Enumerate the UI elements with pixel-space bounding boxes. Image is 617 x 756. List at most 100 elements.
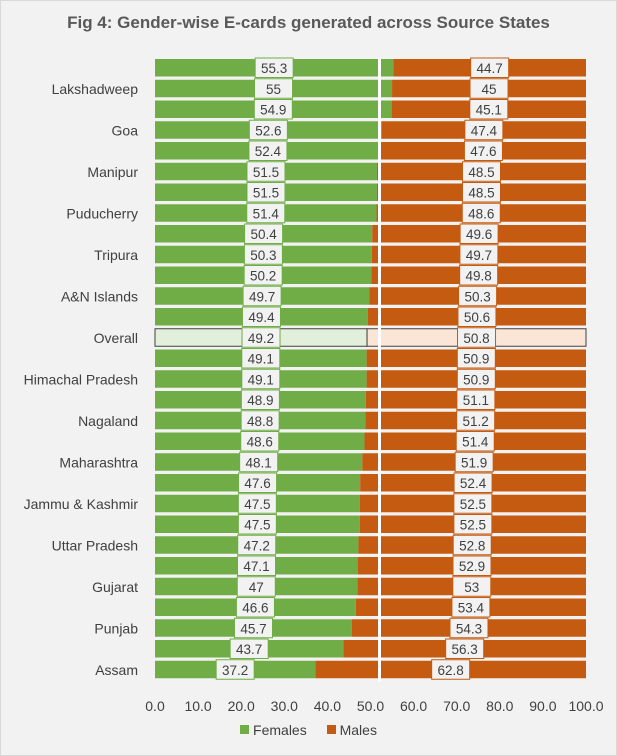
data-label-females: 51.5 (253, 165, 279, 180)
category-label: Tripura (94, 247, 138, 263)
data-label-females: 46.6 (242, 601, 268, 616)
data-label-box (445, 638, 485, 659)
x-tick-label: 40.0 (314, 698, 341, 714)
data-label-box (456, 389, 496, 410)
data-label-box (431, 659, 471, 680)
data-label-box (453, 514, 493, 535)
data-label-box (459, 265, 499, 286)
data-label-males: 49.8 (466, 269, 492, 284)
data-label-box (463, 140, 503, 161)
x-tick-label: 30.0 (271, 698, 298, 714)
data-label-males: 53.4 (458, 601, 485, 616)
data-label-males: 47.6 (470, 144, 496, 159)
data-label-box (453, 472, 493, 493)
data-label-females: 47.1 (243, 559, 269, 574)
data-label-females: 47.2 (244, 538, 270, 553)
data-label-box (452, 555, 492, 576)
data-label-box (237, 493, 277, 514)
legend-label-males: Males (339, 721, 377, 738)
category-label: Assam (95, 662, 138, 678)
data-label-box (254, 57, 294, 78)
data-label-box (457, 306, 497, 327)
data-label-box (452, 534, 492, 556)
data-label-females: 54.9 (260, 103, 286, 118)
legend-swatch-males (326, 725, 336, 734)
data-label-males: 51.2 (463, 414, 489, 429)
data-label-females: 55 (266, 82, 281, 97)
data-label-males: 52.9 (459, 559, 485, 574)
data-label-females: 47.5 (244, 518, 270, 533)
data-label-females: 49.4 (248, 310, 275, 325)
x-tick-label: 10.0 (184, 698, 211, 714)
data-label-males: 51.9 (461, 455, 487, 470)
data-label-box (459, 244, 499, 265)
legend-item-males: Males (326, 721, 377, 738)
data-label-males: 56.3 (452, 642, 478, 657)
x-tick-label: 90.0 (529, 698, 556, 714)
data-label-box (243, 265, 283, 286)
x-tick-label: 0.0 (145, 698, 165, 714)
data-label-males: 50.9 (463, 372, 489, 387)
data-label-box (240, 431, 280, 452)
legend: Females Males (1, 721, 616, 738)
data-label-box (237, 555, 277, 576)
data-label-males: 50.9 (463, 352, 489, 367)
data-label-males: 48.5 (468, 165, 494, 180)
data-label-box (456, 410, 496, 431)
divider-line (378, 59, 381, 682)
x-tick-label: 50.0 (357, 698, 384, 714)
data-label-box (235, 597, 275, 618)
data-label-females: 49.2 (248, 331, 274, 346)
data-label-box (469, 99, 509, 120)
data-label-males: 50.3 (464, 289, 490, 304)
data-label-females: 49.1 (248, 352, 274, 367)
data-label-males: 62.8 (438, 663, 464, 678)
category-label: Overall (94, 330, 138, 346)
category-label: Manipur (87, 164, 138, 180)
data-label-females: 48.1 (246, 455, 272, 470)
data-label-box (455, 431, 495, 452)
x-tick-label: 100.0 (568, 698, 603, 714)
data-label-box (246, 202, 286, 224)
data-label-males: 48.5 (468, 186, 494, 201)
data-label-females: 47.6 (244, 476, 270, 491)
data-label-females: 47 (249, 580, 264, 595)
data-label-females: 37.2 (222, 663, 248, 678)
data-label-box (469, 78, 509, 99)
data-label-males: 44.7 (477, 61, 503, 76)
data-label-box (240, 389, 280, 410)
category-label: A&N Islands (61, 288, 138, 304)
data-label-females: 45.7 (240, 621, 266, 636)
data-label-box (241, 327, 281, 348)
category-label: Puducherry (66, 205, 138, 221)
data-label-females: 43.7 (236, 642, 262, 657)
data-label-females: 49.7 (249, 289, 275, 304)
x-tick-label: 20.0 (228, 698, 255, 714)
data-label-box (244, 223, 284, 244)
category-label: Goa (112, 122, 139, 138)
data-label-females: 52.6 (255, 123, 281, 138)
data-label-males: 49.7 (466, 248, 492, 263)
data-label-females: 48.6 (247, 435, 273, 450)
data-label-males: 52.4 (460, 476, 487, 491)
category-label: Lakshadweep (52, 81, 139, 97)
data-label-box (233, 617, 273, 639)
x-tick-label: 70.0 (443, 698, 470, 714)
data-label-males: 49.6 (466, 227, 492, 242)
data-label-females: 55.3 (261, 61, 287, 76)
data-label-box (248, 119, 288, 141)
legend-item-females: Females (240, 722, 307, 738)
data-label-females: 48.8 (247, 414, 273, 429)
data-label-females: 51.4 (253, 206, 280, 221)
data-label-box (461, 161, 501, 182)
data-label-box (236, 576, 276, 597)
data-label-box (449, 617, 489, 639)
data-label-females: 50.2 (250, 269, 276, 284)
data-label-box (253, 99, 293, 120)
data-label-box (240, 410, 280, 431)
category-label: Himachal Pradesh (24, 371, 138, 387)
data-label-males: 51.4 (462, 435, 489, 450)
data-label-box (241, 348, 281, 369)
data-label-box (229, 638, 269, 659)
